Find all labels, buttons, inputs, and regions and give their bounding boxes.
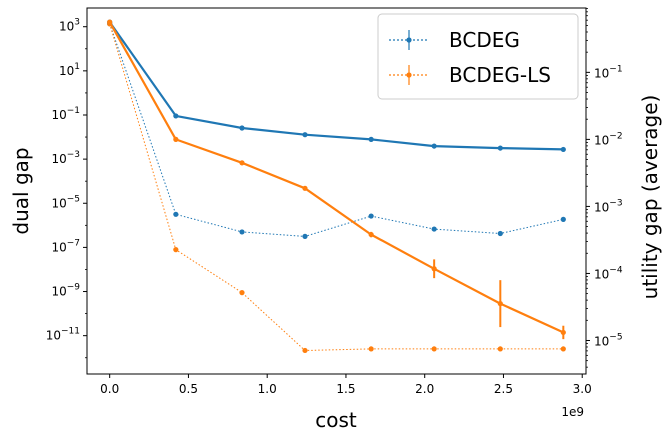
left-tick-label-exponent: −5: [67, 194, 80, 204]
data-point: [239, 160, 245, 166]
data-point: [239, 290, 245, 296]
left-tick-label-base: 10: [51, 152, 66, 166]
series-line: [108, 21, 564, 151]
left-tick-label-exponent: −1: [67, 106, 80, 116]
data-point: [431, 226, 437, 232]
right-tick-label-base: 10: [594, 133, 609, 147]
left-tick-label-exponent: −9: [67, 283, 81, 293]
right-tick-label: 10−1: [594, 64, 623, 80]
data-point: [173, 136, 179, 142]
x-tick-label: 2.5: [494, 382, 513, 396]
data-point: [173, 211, 179, 217]
left-tick-label-base: 10: [59, 64, 74, 78]
data-point: [173, 113, 179, 119]
data-point: [302, 233, 308, 239]
series-bcdeg-left-dotted: [107, 21, 566, 239]
right-tick-label-exponent: −4: [609, 265, 623, 275]
data-point: [497, 145, 503, 151]
data-point: [107, 19, 113, 25]
left-tick-label-exponent: −3: [67, 150, 80, 160]
right-tick-label-base: 10: [594, 66, 609, 80]
left-tick-label: 10−11: [46, 327, 80, 343]
data-point: [239, 229, 245, 235]
left-tick-label-exponent: 1: [74, 62, 80, 72]
series-bcdeg-right-solid: [107, 19, 566, 153]
data-point: [560, 329, 566, 336]
left-axis-label: dual gap: [9, 147, 33, 234]
data-point: [431, 346, 437, 352]
data-point: [431, 266, 437, 272]
data-point: [497, 230, 503, 237]
legend-marker-bcdeg-ls: [406, 72, 412, 78]
left-tick-label-base: 10: [51, 285, 66, 299]
x-tick-label: 3.0: [573, 382, 592, 396]
data-point: [302, 132, 308, 138]
left-tick-label: 10−1: [51, 106, 80, 122]
left-tick-label: 10−7: [51, 238, 80, 254]
data-point: [368, 231, 374, 238]
left-tick-label: 103: [59, 18, 80, 34]
right-tick-label: 10−3: [594, 198, 623, 214]
right-axis-ticks: 10−110−210−310−410−5: [586, 7, 623, 368]
x-tick-label: 2.0: [415, 382, 434, 396]
left-tick-label-base: 10: [51, 196, 66, 210]
left-tick-label-exponent: −11: [61, 327, 80, 337]
right-tick-label-exponent: −5: [609, 332, 622, 342]
x-axis-ticks: 0.0 0.5 1.0 1.5 2.0 2.5 3.0: [100, 374, 592, 396]
data-point: [560, 146, 566, 153]
legend-label-bcdeg: BCDEG: [449, 28, 520, 52]
x-axis-label: cost: [315, 408, 357, 432]
data-point: [368, 136, 374, 142]
right-tick-label-base: 10: [594, 200, 609, 214]
right-tick-label-exponent: −3: [609, 198, 622, 208]
left-tick-label: 10−5: [51, 194, 80, 210]
x-tick-label: 1.5: [336, 382, 355, 396]
x-offset-label: 1e9: [561, 405, 584, 419]
right-tick-label: 10−4: [594, 265, 623, 281]
data-point: [302, 185, 308, 191]
left-tick-label: 10−9: [51, 283, 80, 299]
data-point: [560, 216, 566, 222]
data-point: [497, 346, 503, 352]
data-point: [368, 213, 374, 219]
x-tick-label: 1.0: [258, 382, 277, 396]
series-layer: [107, 19, 566, 354]
data-point: [302, 347, 308, 354]
left-tick-label: 101: [59, 62, 80, 78]
legend-marker-bcdeg: [406, 37, 412, 43]
left-tick-label-base: 10: [46, 329, 61, 343]
series-bcdeg-ls-right-solid: [107, 19, 566, 340]
x-tick-label: 0.5: [179, 382, 198, 396]
legend-box: [377, 13, 579, 100]
right-tick-label: 10−2: [594, 131, 623, 147]
right-tick-label: 10−5: [594, 332, 623, 348]
data-point: [431, 143, 437, 149]
legend: BCDEG BCDEG-LS: [377, 13, 579, 100]
data-point: [239, 125, 245, 131]
right-tick-label-exponent: −2: [609, 131, 622, 141]
left-tick-label-exponent: 3: [74, 18, 80, 28]
x-tick-label: 0.0: [100, 382, 119, 396]
left-tick-label-exponent: −7: [67, 238, 80, 248]
left-tick-label: 10−3: [51, 150, 80, 166]
left-tick-label-base: 10: [51, 240, 66, 254]
legend-label-bcdeg-ls: BCDEG-LS: [449, 63, 551, 87]
data-point: [368, 346, 374, 352]
data-point: [560, 346, 566, 352]
data-point: [173, 247, 179, 253]
series-line: [109, 23, 564, 237]
left-tick-label-base: 10: [51, 108, 66, 122]
right-tick-label-exponent: −1: [609, 64, 622, 74]
right-tick-label-base: 10: [594, 267, 609, 281]
plot-frame: [86, 7, 587, 375]
right-axis-label: utility gap (average): [638, 95, 662, 300]
right-tick-label-base: 10: [594, 334, 609, 348]
series-line: [108, 21, 564, 334]
left-tick-label-base: 10: [59, 20, 74, 34]
data-point: [497, 301, 503, 307]
